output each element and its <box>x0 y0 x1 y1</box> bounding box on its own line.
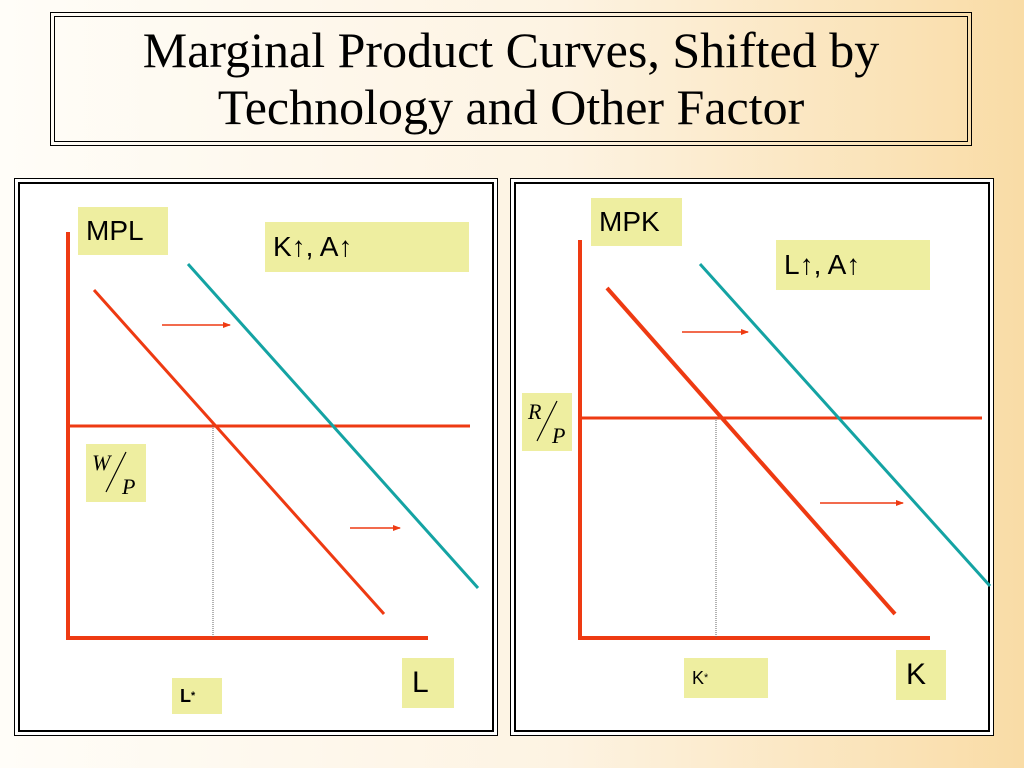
title-line-1: Marginal Product Curves, Shifted by <box>142 21 880 78</box>
mpl-axis-label: MPL <box>78 207 168 255</box>
mpk-axis-label: MPK <box>591 198 682 246</box>
rental-ratio-label: R P <box>522 393 572 451</box>
shift-label: K↑, A↑ <box>265 222 469 272</box>
wage-ratio-label: W P <box>86 444 146 502</box>
l-axis-label: L <box>402 658 454 708</box>
mpl-shifted-curve <box>186 262 480 590</box>
title-line-2: Technology and Other Factor <box>217 79 805 135</box>
mpl-panel-border <box>18 182 494 732</box>
slide-title: Marginal Product Curves, Shifted by Tech… <box>143 22 880 137</box>
fraction-slash <box>105 451 127 493</box>
k-star-label: K * <box>684 658 768 698</box>
k-axis-label: K <box>896 650 946 700</box>
fraction-slash <box>536 400 558 442</box>
mpk-shifted-curve <box>698 262 992 588</box>
mpk-curve <box>605 286 897 616</box>
mpk-panel-border <box>514 182 990 732</box>
shift-label: L↑, A↑ <box>776 240 930 290</box>
title-inner-border: Marginal Product Curves, Shifted by Tech… <box>54 16 968 142</box>
mpl-curve <box>92 288 386 616</box>
title-box: Marginal Product Curves, Shifted by Tech… <box>50 12 972 146</box>
l-star-label: L * <box>172 678 222 714</box>
